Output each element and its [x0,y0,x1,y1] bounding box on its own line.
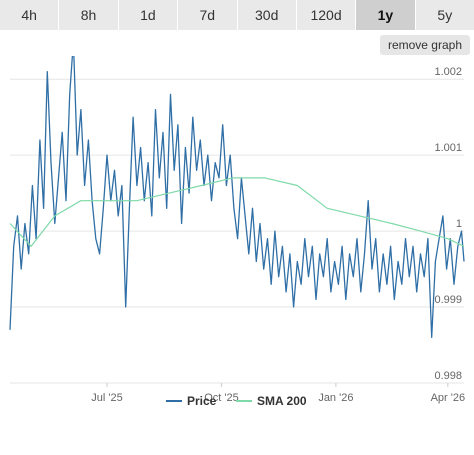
tab-7d[interactable]: 7d [178,0,238,30]
y-tick-label: 0.998 [434,370,462,382]
price-series-line [9,56,465,339]
legend-sma-200-label: SMA 200 [257,394,307,408]
tab-1y[interactable]: 1y [356,0,416,30]
y-tick-label: 1.002 [434,66,462,78]
tab-5y[interactable]: 5y [415,0,474,30]
tab-30d[interactable]: 30d [237,0,297,30]
range-tabs: 4h 8h 1d 7d 30d 120d 1y 5y [0,0,474,30]
tab-120d[interactable]: 120d [296,0,357,30]
price-chart: 0.998 0.999 1 1.001 1.002 Jul '25 Oct '25 Jan '… [9,56,466,408]
x-tick-label: Oct '25 [204,392,239,404]
y-tick-label: 1 [456,218,462,230]
remove-graph-button[interactable]: remove graph [379,35,470,55]
sma-series-line [9,177,465,247]
tab-8h[interactable]: 8h [59,0,119,30]
legend-price-label: Price [187,394,217,408]
x-tick-label: Jan '26 [318,392,353,404]
y-tick-label: 1.001 [434,142,462,154]
x-tick-label: Apr '26 [431,392,466,404]
y-tick-label: 0.999 [434,294,462,306]
x-tick-label: Jul '25 [91,392,122,404]
tab-1d[interactable]: 1d [118,0,179,30]
tab-4h[interactable]: 4h [0,0,60,30]
